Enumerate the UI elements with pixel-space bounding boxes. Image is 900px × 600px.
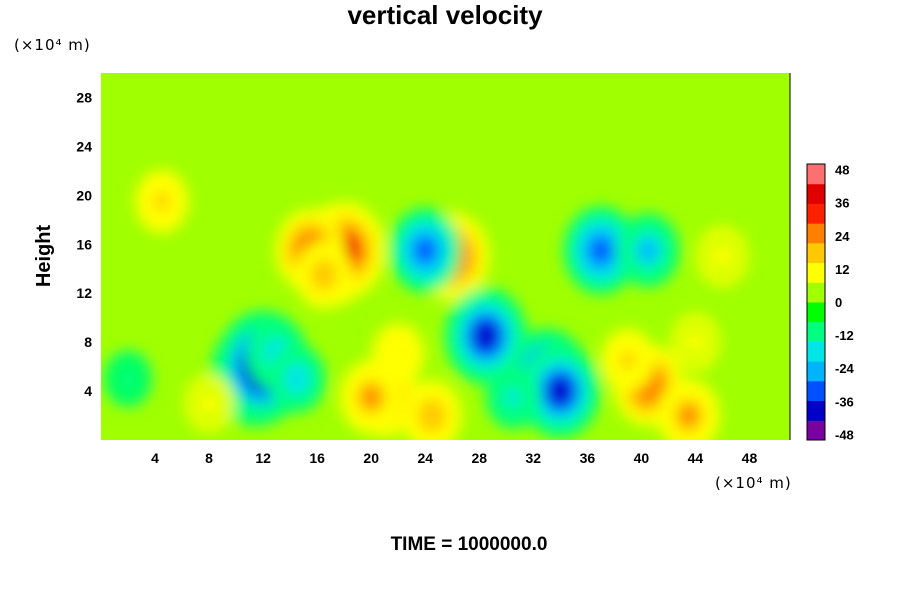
colorbar-tick-label: -12 (835, 328, 854, 343)
x-axis-ticks: 4 8 12 16 20 24 28 32 36 40 44 48 (151, 450, 757, 466)
colorbar-segment (807, 321, 825, 342)
x-unit-label: (×10⁴ m) (715, 474, 792, 492)
x-tick-label: 28 (471, 450, 487, 466)
velocity-field (104, 169, 748, 440)
colorbar-tick-label: 0 (835, 295, 842, 310)
y-unit-label: (×10⁴ m) (14, 36, 91, 54)
field-feature-26 (697, 226, 748, 287)
x-tick-label: 40 (634, 450, 650, 466)
y-tick-label: 28 (76, 89, 92, 105)
field-feature-7 (295, 240, 353, 309)
field-feature-27 (671, 314, 720, 371)
field-feature-22 (601, 328, 655, 393)
colorbar-tick-label: 36 (835, 196, 849, 211)
colorbar-tick-label: -36 (835, 394, 854, 409)
y-tick-label: 4 (84, 383, 92, 399)
colorbar-tick-label: 24 (835, 229, 850, 244)
colorbar: 48 36 24 12 0 -12 -24 -36 -48 (806, 163, 855, 442)
colorbar-segment (807, 164, 825, 185)
colorbar-tick-label: 48 (835, 163, 849, 178)
x-tick-label: 44 (688, 450, 704, 466)
colorbar-tick-label: -24 (835, 361, 855, 376)
y-tick-label: 20 (76, 187, 92, 203)
field-feature-18 (657, 378, 720, 440)
x-tick-label: 36 (580, 450, 596, 466)
x-tick-label: 32 (526, 450, 542, 466)
colorbar-segment (807, 183, 825, 204)
chart-title: vertical velocity (347, 0, 543, 30)
field-feature-20 (616, 213, 680, 288)
colorbar-segment (807, 341, 825, 362)
colorbar-segment (807, 361, 825, 382)
y-tick-label: 24 (76, 138, 92, 154)
y-tick-label: 16 (76, 236, 92, 252)
x-tick-label: 16 (309, 450, 325, 466)
colorbar-segment (807, 302, 825, 323)
colorbar-tick-label: 12 (835, 262, 849, 277)
time-annotation: TIME = 1000000.0 (391, 534, 548, 555)
colorbar-segment (807, 203, 825, 224)
plot-area (101, 73, 790, 440)
field-feature-12 (389, 207, 462, 294)
field-feature-16 (486, 365, 540, 429)
y-tick-label: 12 (76, 285, 92, 301)
y-axis-ticks: 4 8 12 16 20 24 28 (76, 89, 92, 399)
x-tick-label: 20 (363, 450, 379, 466)
colorbar-segment (807, 400, 825, 421)
field-feature-19 (563, 206, 639, 295)
colorbar-segment (807, 282, 825, 303)
colorbar-frame (806, 163, 826, 441)
x-tick-label: 12 (255, 450, 271, 466)
field-feature-3 (268, 344, 326, 413)
colorbar-segment (807, 262, 825, 283)
x-tick-label: 48 (742, 450, 758, 466)
field-feature-13 (445, 287, 528, 385)
field-feature-23 (371, 323, 425, 386)
field-feature-25 (185, 375, 233, 432)
colorbar-segment (807, 420, 825, 441)
field-feature-10 (402, 380, 462, 440)
colorbar-tick-label: -48 (835, 427, 854, 442)
field-feature-24 (104, 350, 152, 407)
x-tick-label: 4 (151, 450, 159, 466)
colorbar-segment (807, 223, 825, 244)
x-tick-label: 24 (417, 450, 433, 466)
y-tick-label: 8 (84, 334, 92, 350)
field-feature-15 (520, 344, 601, 439)
y-axis-label: Height (33, 225, 55, 288)
colorbar-segment (807, 380, 825, 402)
field-feature-21 (134, 169, 189, 234)
colorbar-segment (807, 242, 825, 264)
x-tick-label: 8 (205, 450, 213, 466)
